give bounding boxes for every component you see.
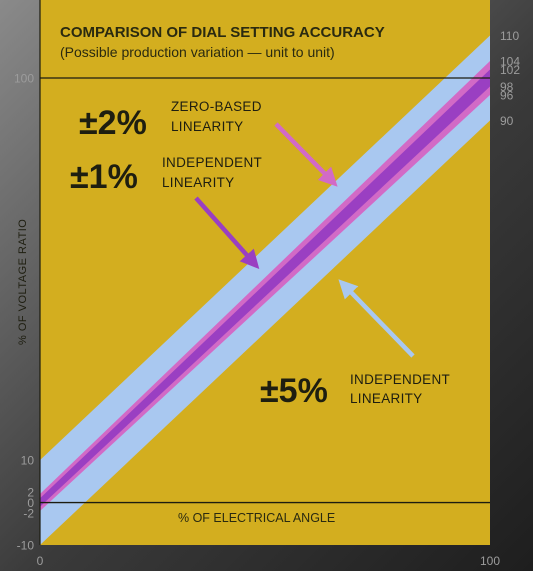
- annotation-independent-5: ±5% INDEPENDENT LINEARITY: [260, 372, 450, 410]
- pointer-arrow-zero-based: [274, 122, 338, 187]
- y-tick-right-label: 98: [500, 80, 514, 94]
- pointer-arrow-independent-1: [194, 196, 260, 270]
- band-series-3: [40, 69, 490, 507]
- annotation-value: ±2%: [79, 104, 147, 142]
- x-ticks: 0 100: [37, 554, 501, 568]
- y-tick-left-label: -10: [17, 539, 35, 553]
- x-tick-label: 100: [480, 554, 500, 568]
- y-axis-label: % OF VOLTAGE RATIO: [17, 219, 29, 345]
- annotation-line1: INDEPENDENT: [350, 372, 450, 387]
- annotation-line2: LINEARITY: [162, 175, 234, 190]
- chart-title: COMPARISON OF DIAL SETTING ACCURACY: [60, 24, 385, 41]
- y-tick-left-label: 100: [14, 72, 34, 86]
- reference-lines: [40, 77, 490, 504]
- y-tick-right-label: 104: [500, 55, 520, 69]
- y-tick-left-label: 10: [21, 454, 35, 468]
- annotation-value: ±1%: [70, 158, 138, 196]
- pointer-arrow-independent-5: [338, 279, 415, 358]
- x-axis-label: % OF ELECTRICAL ANGLE: [178, 511, 335, 525]
- chart-subtitle: (Possible production variation — unit to…: [60, 44, 335, 60]
- y-tick-right-label: 102: [500, 63, 520, 77]
- annotation-line1: INDEPENDENT: [162, 155, 262, 170]
- x-tick-label: 0: [37, 554, 44, 568]
- y-tick-left-label: 0: [27, 496, 34, 510]
- annotation-line2: LINEARITY: [171, 119, 243, 134]
- annotation-line2: LINEARITY: [350, 391, 422, 406]
- annotation-independent-1: ±1% INDEPENDENT LINEARITY: [70, 155, 262, 196]
- y-tick-left-label: 2: [27, 486, 34, 500]
- bands-layer: [40, 35, 490, 545]
- y-tick-left-label: -2: [23, 507, 34, 521]
- annotation-zero-based: ±2% ZERO-BASED LINEARITY: [79, 99, 262, 142]
- y-ticks-left: 100 10 20-2 -10: [14, 72, 34, 553]
- annotation-value: ±5%: [260, 372, 328, 410]
- y-tick-right-label: 96: [500, 88, 514, 102]
- y-tick-right-label: 90: [500, 114, 514, 128]
- annotation-line1: ZERO-BASED: [171, 99, 262, 114]
- y-tick-right-label: 110: [500, 29, 519, 43]
